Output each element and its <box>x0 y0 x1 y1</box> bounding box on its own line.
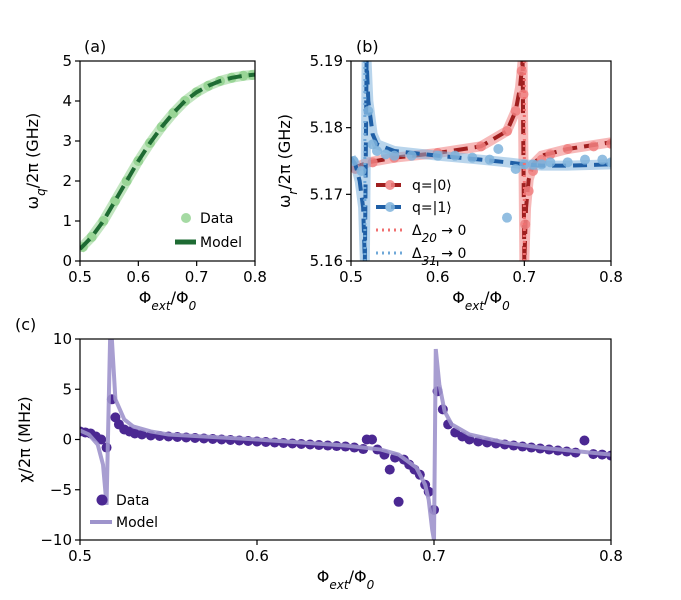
data-point <box>372 146 382 156</box>
x-axis-label: Φext/Φ0 <box>452 288 510 313</box>
y-tick-label: 0 <box>62 431 72 449</box>
y-tick-label: 0 <box>62 252 72 270</box>
data-point <box>493 144 504 154</box>
data-point <box>450 150 460 161</box>
x-tick-label: 0.8 <box>599 547 623 565</box>
y-tick-label: 5.16 <box>310 252 343 270</box>
data-point <box>406 150 417 161</box>
x-tick-label: 0.5 <box>68 547 92 565</box>
legend-label-delta31: Δ31 → 0 <box>412 246 466 268</box>
legend-label-data: Data <box>116 493 149 509</box>
data-point <box>510 164 521 174</box>
plot-area <box>80 339 611 540</box>
data-point <box>502 126 512 136</box>
y-axis-label: χ/2π (MHz) <box>15 396 34 482</box>
x-tick-label: 0.6 <box>245 547 269 565</box>
data-point <box>579 435 590 446</box>
legend-label-model: Model <box>116 515 158 531</box>
data-point <box>356 166 367 176</box>
data-point <box>562 144 573 154</box>
data-point <box>562 157 573 168</box>
data-point <box>367 434 378 445</box>
legend-marker-data <box>96 494 108 506</box>
y-tick-label: 5 <box>62 380 72 398</box>
data-point <box>380 149 391 160</box>
data-point <box>523 186 534 196</box>
x-tick-label: 0.7 <box>512 268 536 286</box>
x-axis-label: Φext/Φ0 <box>317 567 375 592</box>
data-point <box>384 464 395 475</box>
series-line <box>80 339 611 540</box>
x-axis-label: Φext/Φ0 <box>139 288 197 313</box>
x-tick-label: 0.5 <box>68 268 92 286</box>
plot-area <box>351 61 611 261</box>
y-tick-label: 4 <box>62 92 72 110</box>
data-point <box>545 149 556 160</box>
series-line <box>80 72 255 251</box>
legend-label-data: Data <box>200 211 233 227</box>
plot-area <box>80 69 255 253</box>
axes-frame <box>350 60 612 262</box>
data-point <box>484 154 495 165</box>
data-point <box>588 141 599 152</box>
data-point <box>518 89 529 100</box>
legend-label-q0: q=|0⟩ <box>412 178 452 194</box>
y-tick-label: 10 <box>53 330 72 348</box>
data-point <box>510 106 521 116</box>
data-point <box>432 150 443 161</box>
legend-label-q1: q=|1⟩ <box>412 200 452 216</box>
legend-marker <box>385 202 395 212</box>
data-point <box>351 156 359 166</box>
y-tick-label: 5.19 <box>310 52 343 70</box>
legend: Data Model <box>175 211 242 251</box>
legend-marker-data <box>181 213 191 223</box>
axes-frame <box>79 60 256 262</box>
x-tick-label: 0.6 <box>426 268 450 286</box>
legend-marker <box>385 180 395 190</box>
legend-label-delta20: Δ20 → 0 <box>412 223 466 245</box>
y-tick-label: 5 <box>62 52 72 70</box>
data-point <box>580 154 590 165</box>
data-point <box>545 157 556 168</box>
data-point <box>389 150 400 161</box>
panel-a: 0.5 0.6 0.7 0.8 0 1 2 3 4 5 Φext/Φ0 ωq/2π (GHz) (a) D… <box>23 37 267 313</box>
data-point <box>363 106 374 116</box>
x-tick-label: 0.5 <box>339 268 363 286</box>
x-tick-label: 0.7 <box>422 547 446 565</box>
data-point <box>606 157 611 168</box>
data-point <box>606 138 611 149</box>
data-point <box>393 496 404 507</box>
y-tick-label: −10 <box>40 531 72 549</box>
panel-label: (c) <box>15 315 36 334</box>
data-point <box>476 141 486 152</box>
panel-b: 0.5 0.6 0.7 0.8 5.16 5.17 5.18 5.19 Φext/Φ0 ωr/2π… <box>275 37 623 313</box>
y-axis-label: ωr/2π (GHz) <box>275 114 300 208</box>
x-tick-label: 0.6 <box>126 268 150 286</box>
data-point <box>528 159 538 170</box>
y-tick-label: 5.17 <box>310 185 343 203</box>
y-tick-label: 3 <box>62 132 72 150</box>
y-tick-label: −5 <box>50 481 72 499</box>
data-point <box>502 212 512 223</box>
panel-c: 0.5 0.6 0.7 0.8 −10 −5 0 5 10 Φext/Φ0 χ/2π (MHz) (c… <box>15 315 623 592</box>
panel-label: (b) <box>356 37 379 56</box>
data-point <box>96 434 107 445</box>
x-tick-label: 0.8 <box>243 268 267 286</box>
data-point <box>467 152 478 163</box>
panel-label: (a) <box>84 37 106 56</box>
legend: Data Model <box>90 493 158 531</box>
x-tick-label: 0.7 <box>185 268 209 286</box>
y-axis-label: ωq/2π (GHz) <box>23 113 48 210</box>
y-tick-label: 5.18 <box>310 119 343 137</box>
x-tick-label: 0.8 <box>599 268 623 286</box>
data-point <box>136 429 147 440</box>
y-tick-label: 1 <box>62 212 72 230</box>
legend-label-model: Model <box>200 235 242 251</box>
data-point <box>597 154 608 165</box>
data-point <box>536 159 547 170</box>
y-tick-label: 2 <box>62 172 72 190</box>
